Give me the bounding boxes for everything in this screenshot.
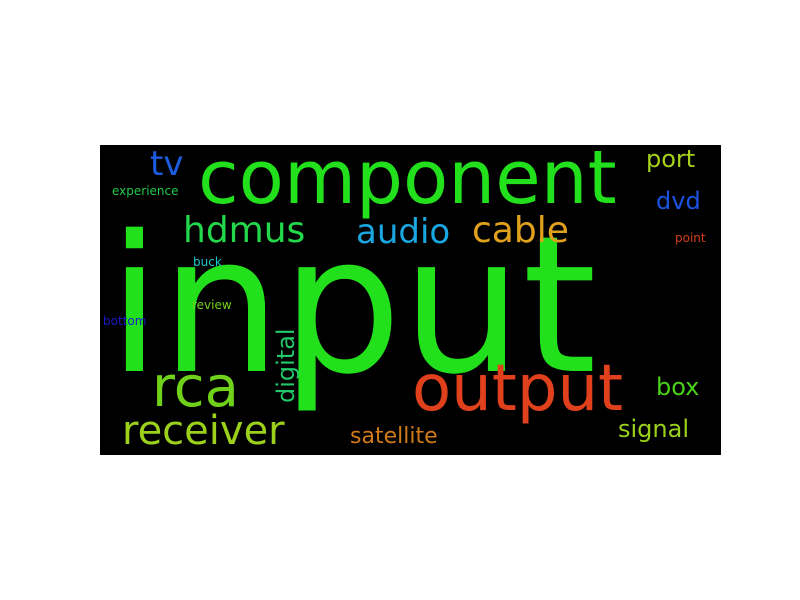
word-port: port (646, 145, 696, 173)
word-signal: signal (618, 415, 689, 443)
word-rca: rca (152, 355, 239, 420)
word-cloud: input component output rca receiver hdmu… (100, 145, 721, 455)
word-point: point (675, 231, 706, 245)
word-dvd: dvd (656, 187, 701, 215)
word-bottom: bottom (103, 314, 147, 328)
word-receiver: receiver (122, 408, 285, 454)
word-satellite: satellite (350, 424, 438, 449)
word-experience: experience (112, 184, 179, 198)
word-cable: cable (472, 210, 569, 251)
word-input: input (108, 195, 597, 416)
word-component: component (198, 145, 617, 221)
word-buck: buck (193, 255, 222, 269)
word-audio: audio (356, 212, 451, 252)
word-hdmus: hdmus (183, 210, 306, 251)
word-output: output (412, 352, 624, 426)
word-tv: tv (150, 145, 184, 184)
word-digital: digital (272, 328, 300, 403)
word-review: review (192, 298, 232, 312)
word-box: box (656, 373, 700, 401)
